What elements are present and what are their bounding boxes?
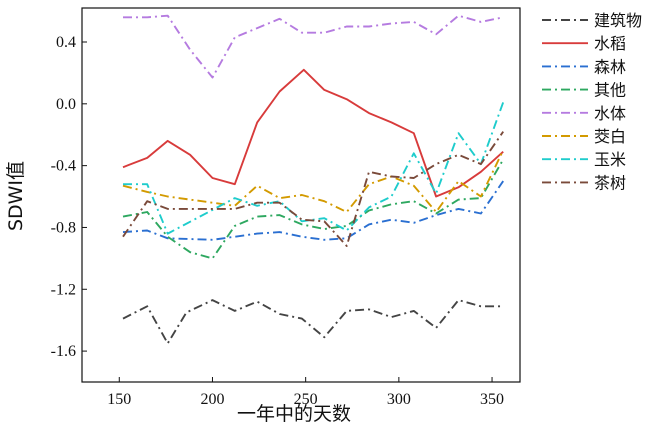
legend-label-6: 茭白 <box>594 127 626 146</box>
legend-label-5: 水体 <box>594 104 626 123</box>
y-tick-label: -0.4 <box>51 158 76 175</box>
y-tick-label: 0.4 <box>56 34 76 51</box>
x-axis-label: 一年中的天数 <box>237 403 351 425</box>
y-axis-ticks: -1.6 -1.2 -0.8 -0.4 0.0 0.4 <box>51 34 87 360</box>
series-line-7 <box>123 101 505 235</box>
legend-label-4: 其他 <box>594 81 626 100</box>
plot-frame <box>81 7 521 383</box>
y-tick-label: 0.0 <box>56 96 76 113</box>
series-line-4 <box>122 159 505 260</box>
y-axis-label: SDWI值 <box>5 161 27 231</box>
legend-label-2: 水稻 <box>594 34 626 53</box>
series-line-5 <box>123 14 504 79</box>
series-line-1 <box>122 299 504 345</box>
y-tick-label: -1.2 <box>51 281 76 298</box>
x-tick-label: 150 <box>107 391 131 408</box>
x-tick-label: 300 <box>387 391 411 408</box>
series-line-6 <box>122 149 505 213</box>
legend-label-7: 玉米 <box>594 150 626 169</box>
series-layer <box>122 14 505 345</box>
legend-label-3: 森林 <box>594 57 626 76</box>
legend-label-8: 茶树 <box>594 173 626 192</box>
plot-border <box>81 7 521 383</box>
series-line-3 <box>122 180 504 241</box>
x-tick-label: 200 <box>200 391 224 408</box>
legend-label-1: 建筑物 <box>594 11 642 30</box>
y-tick-label: -1.6 <box>51 343 76 360</box>
series-line-2 <box>122 68 504 198</box>
y-tick-label: -0.8 <box>51 219 76 236</box>
x-tick-label: 350 <box>480 391 504 408</box>
x-axis-ticks: 150 200 250 300 350 <box>107 377 504 408</box>
x-tick-label: 250 <box>294 391 318 408</box>
series-line-8 <box>122 131 504 247</box>
